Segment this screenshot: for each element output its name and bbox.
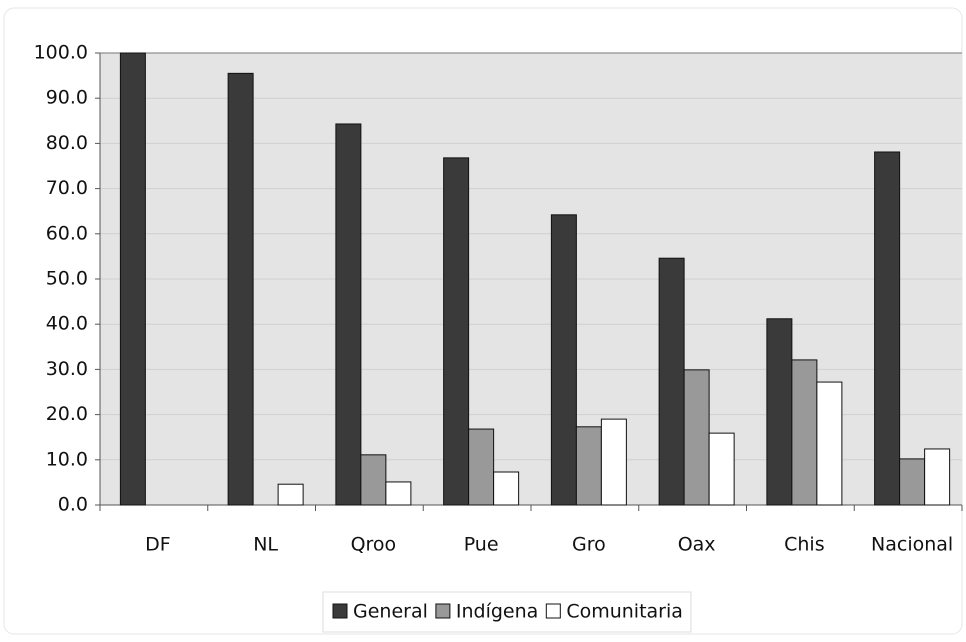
y-tick-label: 90.0 <box>46 87 88 109</box>
legend-label: General <box>353 601 428 623</box>
legend-swatch <box>332 603 348 619</box>
x-tick-label: Nacional <box>871 534 953 556</box>
y-tick-label: 80.0 <box>46 132 88 154</box>
y-tick-label: 40.0 <box>46 313 88 335</box>
x-tick-label: Pue <box>464 534 499 556</box>
bar <box>658 257 685 506</box>
x-tick-label: Qroo <box>351 534 397 556</box>
legend-box <box>322 591 692 633</box>
bar <box>468 428 495 506</box>
bar <box>816 381 843 506</box>
bar <box>277 483 304 506</box>
y-tick-label: 100.0 <box>34 42 88 64</box>
y-tick-label: 30.0 <box>46 358 88 380</box>
y-tick-label: 50.0 <box>46 268 88 290</box>
bar <box>924 448 951 506</box>
bar <box>119 52 146 506</box>
legend-swatch <box>435 603 451 619</box>
bar <box>335 123 362 506</box>
bar <box>766 318 793 506</box>
x-tick-label: Oax <box>678 534 716 556</box>
y-tick-label: 70.0 <box>46 177 88 199</box>
y-tick-label: 0.0 <box>58 494 88 516</box>
legend-label: Indígena <box>456 601 538 623</box>
bar <box>708 432 735 506</box>
x-tick-label: Gro <box>572 534 606 556</box>
y-tick-label: 20.0 <box>46 403 88 425</box>
x-tick-label: NL <box>253 534 278 556</box>
bar <box>899 458 926 506</box>
bar <box>385 481 412 506</box>
bar <box>791 359 818 506</box>
bar <box>600 418 627 506</box>
x-tick-label: DF <box>145 534 171 556</box>
bar <box>227 72 254 506</box>
bar <box>443 157 470 506</box>
legend-label: Comunitaria <box>566 601 683 623</box>
bar <box>550 214 577 506</box>
legend-swatch <box>545 603 561 619</box>
y-tick-label: 10.0 <box>46 448 88 470</box>
bar <box>360 454 387 506</box>
x-tick-label: Chis <box>784 534 825 556</box>
bar <box>874 151 901 506</box>
bar <box>683 369 710 506</box>
y-tick-label: 60.0 <box>46 222 88 244</box>
bar <box>493 471 520 506</box>
bar <box>575 426 602 506</box>
